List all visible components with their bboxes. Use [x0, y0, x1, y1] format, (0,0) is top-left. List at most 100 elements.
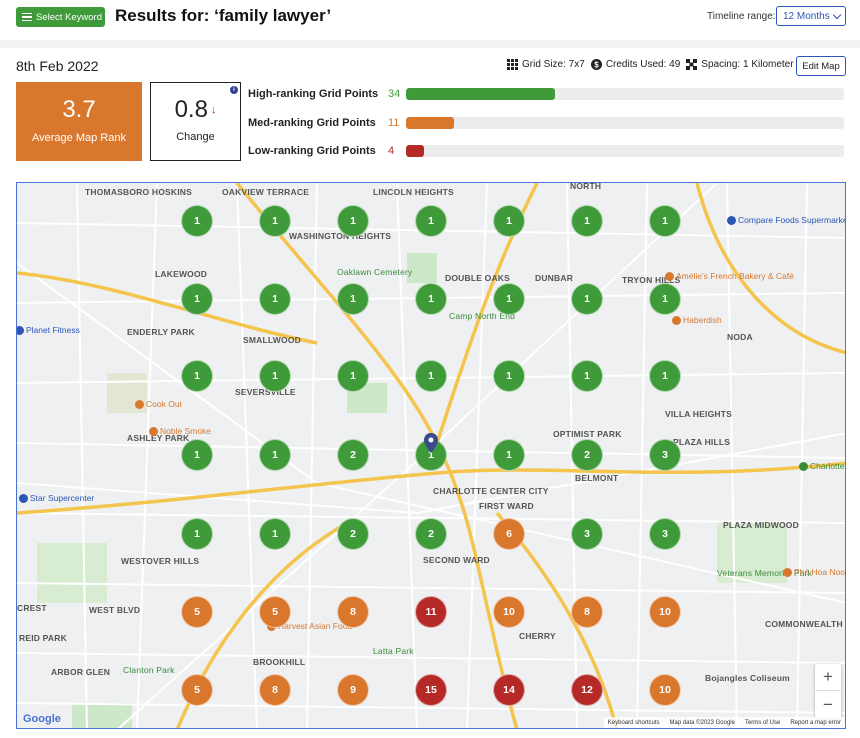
svg-text:$: $ [594, 60, 599, 69]
grid-point[interactable]: 1 [493, 360, 525, 392]
average-map-rank-value: 3.7 [62, 96, 96, 123]
report-error-link[interactable]: Report a map error [790, 719, 841, 726]
map-label: ENDERLY PARK [127, 327, 195, 337]
rank-grid-map[interactable]: THOMASBORO HOSKINS OAKVIEW TERRACE LINCO… [16, 182, 846, 729]
grid-point[interactable]: 1 [181, 205, 213, 237]
grid-point[interactable]: 1 [493, 439, 525, 471]
grid-point[interactable]: 2 [337, 439, 369, 471]
grid-point[interactable]: 8 [259, 674, 291, 706]
map-label: OPTIMIST PARK [553, 429, 622, 439]
top-bar: Select Keyword Results for: ‘family lawy… [0, 0, 860, 36]
grid-point[interactable]: 10 [493, 596, 525, 628]
credits-used-text: Credits Used: 49 [605, 59, 681, 70]
info-icon[interactable]: i [230, 86, 238, 94]
grid-point[interactable]: 8 [337, 596, 369, 628]
google-logo: Google [23, 713, 61, 725]
map-label: LINCOLN HEIGHTS [373, 187, 454, 197]
edit-map-button[interactable]: Edit Map [796, 56, 846, 76]
spacing-text: Spacing: 1 Kilometer [701, 59, 794, 70]
grid-point[interactable]: 1 [181, 360, 213, 392]
map-label: NODA [727, 332, 753, 342]
map-label: BROOKHILL [253, 657, 306, 667]
poi-marker[interactable]: Compare Foods Supermarket [727, 215, 845, 226]
map-label: WEST BLVD [89, 605, 141, 615]
poi-marker[interactable]: Charlotte [799, 461, 845, 472]
grid-point[interactable]: 1 [259, 518, 291, 550]
poi-marker[interactable]: Planet Fitness [17, 325, 80, 336]
ranking-bar [406, 145, 844, 157]
keyboard-shortcuts-link[interactable]: Keyboard shortcuts [607, 719, 660, 726]
change-card: i 0.8 ↓ Change [150, 82, 241, 161]
map-label: SMALLWOOD [243, 335, 301, 345]
map-label: CHERRY [519, 631, 556, 641]
map-label: REID PARK [19, 633, 67, 643]
map-label: CREST [17, 603, 47, 613]
grid-point[interactable]: 8 [571, 596, 603, 628]
grid-point[interactable]: 5 [181, 596, 213, 628]
terms-link[interactable]: Terms of Use [744, 719, 781, 726]
grid-point[interactable]: 1 [571, 283, 603, 315]
zoom-out-button[interactable]: − [823, 694, 833, 714]
poi-marker[interactable]: Haberdish [672, 315, 722, 326]
grid-point[interactable]: 1 [259, 360, 291, 392]
poi-marker[interactable]: Phó Hoa Noodle Soup [783, 567, 845, 578]
map-label: Veterans Memorial Park [717, 568, 813, 578]
map-label: ARBOR GLEN [51, 667, 111, 677]
ranking-label: High-ranking Grid Points [248, 88, 379, 100]
timeline-select[interactable]: 12 Months [776, 6, 846, 26]
grid-point[interactable]: 1 [181, 518, 213, 550]
grid-point[interactable]: 2 [415, 518, 447, 550]
grid-point[interactable]: 1 [415, 283, 447, 315]
grid-point[interactable]: 10 [649, 596, 681, 628]
grid-point[interactable]: 1 [649, 360, 681, 392]
spacing-icon [686, 59, 698, 70]
grid-point[interactable]: 1 [181, 439, 213, 471]
grid-point[interactable]: 9 [337, 674, 369, 706]
location-pin-icon [424, 433, 438, 453]
grid-point[interactable]: 1 [337, 205, 369, 237]
map-label: Clanton Park [123, 665, 175, 675]
change-label: Change [176, 131, 215, 143]
ranking-row: High-ranking Grid Points 34 [248, 87, 844, 101]
grid-point[interactable]: 1 [337, 283, 369, 315]
grid-point[interactable]: 1 [493, 283, 525, 315]
grid-point[interactable]: 1 [259, 205, 291, 237]
grid-info: Grid Size: 7x7 $ Credits Used: 49 Spacin… [507, 59, 794, 70]
grid-point[interactable]: 1 [571, 205, 603, 237]
grid-point[interactable]: 3 [649, 518, 681, 550]
map-label: DUNBAR [535, 273, 574, 283]
map-label: THOMASBORO HOSKINS [85, 187, 193, 197]
grid-point[interactable]: 2 [337, 518, 369, 550]
grid-point[interactable]: 14 [493, 674, 525, 706]
grid-point[interactable]: 1 [259, 439, 291, 471]
grid-point[interactable]: 1 [181, 283, 213, 315]
map-label: WASHINGTON HEIGHTS [289, 231, 392, 241]
credits-icon: $ [590, 59, 602, 70]
grid-point[interactable]: 1 [337, 360, 369, 392]
grid-point[interactable]: 1 [649, 205, 681, 237]
grid-point[interactable]: 1 [259, 283, 291, 315]
grid-point[interactable]: 12 [571, 674, 603, 706]
grid-point[interactable]: 1 [415, 205, 447, 237]
grid-point[interactable]: 1 [649, 283, 681, 315]
poi-marker[interactable]: Noble Smoke [149, 426, 211, 437]
grid-point[interactable]: 3 [649, 439, 681, 471]
poi-marker[interactable]: Amélie's French Bakery & Café [665, 271, 794, 282]
grid-point[interactable]: 11 [415, 596, 447, 628]
select-keyword-button[interactable]: Select Keyword [16, 7, 105, 27]
grid-point[interactable]: 15 [415, 674, 447, 706]
grid-point[interactable]: 1 [493, 205, 525, 237]
poi-marker[interactable]: Cook Out [135, 399, 182, 410]
zoom-in-button[interactable]: + [815, 664, 841, 691]
poi-marker[interactable]: Star Supercenter [19, 493, 94, 504]
grid-point[interactable]: 10 [649, 674, 681, 706]
map-label: TRYON HILLS [622, 275, 681, 285]
map-label: WESTOVER HILLS [121, 556, 200, 566]
grid-point[interactable]: 3 [571, 518, 603, 550]
grid-point[interactable]: 2 [571, 439, 603, 471]
grid-point[interactable]: 5 [181, 674, 213, 706]
grid-point[interactable]: 1 [415, 360, 447, 392]
grid-point[interactable]: 5 [259, 596, 291, 628]
grid-point[interactable]: 6 [493, 518, 525, 550]
grid-point[interactable]: 1 [571, 360, 603, 392]
